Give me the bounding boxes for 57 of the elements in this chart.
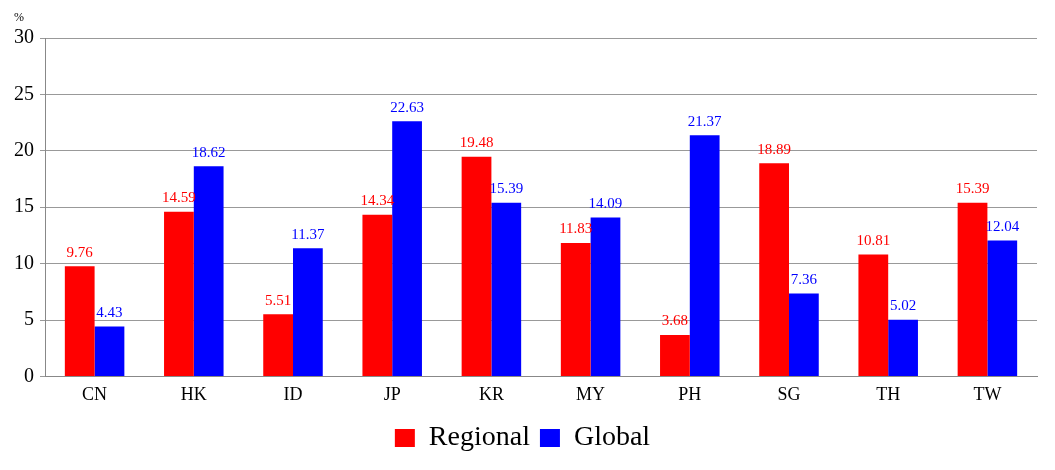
bar [689, 135, 720, 376]
bar [293, 248, 323, 376]
data-label: 4.43 [96, 303, 123, 320]
bar [858, 254, 889, 376]
bar [64, 266, 95, 376]
data-label: 10.81 [856, 231, 891, 248]
bar [888, 319, 918, 376]
x-tick-label: TW [973, 383, 1002, 404]
legend-label: Global [573, 420, 651, 452]
bar [759, 163, 789, 376]
bar [392, 121, 422, 376]
data-label: 14.09 [588, 194, 623, 211]
x-tick-label: MY [576, 383, 606, 404]
data-label: 18.62 [191, 143, 226, 160]
bar [560, 242, 591, 376]
bar [987, 240, 1018, 376]
y-tick-label: 25 [14, 81, 34, 104]
bar [491, 202, 522, 376]
y-tick-label: 20 [14, 138, 34, 161]
y-axis-title: % [14, 10, 24, 25]
bar [789, 293, 819, 376]
legend-label: Regional [428, 420, 531, 452]
data-label: 19.48 [459, 134, 494, 151]
data-label: 21.37 [687, 112, 723, 129]
data-label: 18.89 [757, 140, 791, 157]
data-label: 3.68 [661, 312, 689, 329]
bar [263, 314, 293, 376]
x-tick-label: ID [283, 383, 303, 404]
y-tick-label: 15 [14, 194, 34, 217]
data-label: 5.02 [889, 297, 917, 314]
x-tick-label: SG [777, 383, 801, 404]
bar [957, 202, 988, 376]
bar [590, 217, 621, 376]
data-label: 7.36 [790, 270, 818, 287]
data-label: 11.37 [291, 225, 325, 242]
x-tick-label: PH [678, 383, 702, 404]
data-label: 12.04 [985, 218, 1020, 235]
data-label: 15.39 [955, 180, 990, 197]
bar [362, 214, 393, 376]
data-label: 9.76 [66, 243, 94, 260]
y-tick-label: 30 [14, 25, 34, 48]
data-label: 15.39 [489, 180, 524, 197]
x-tick-label: HK [180, 383, 207, 404]
y-tick-label: 0 [24, 363, 34, 386]
bar [461, 156, 492, 376]
bar [660, 334, 690, 376]
x-tick-label: CN [82, 383, 108, 404]
x-tick-label: TH [876, 383, 901, 404]
data-label: 22.63 [390, 98, 424, 115]
y-tick-label: 10 [14, 250, 34, 273]
bar [94, 326, 125, 376]
y-tick-label: 5 [24, 307, 34, 330]
x-tick-label: KR [478, 383, 504, 404]
data-label: 5.51 [264, 291, 292, 308]
bar [164, 211, 194, 376]
x-tick-label: JP [383, 383, 401, 404]
bar [193, 166, 224, 376]
